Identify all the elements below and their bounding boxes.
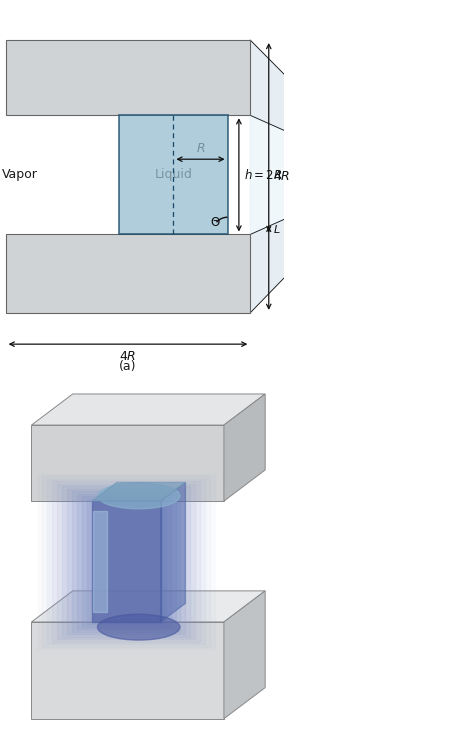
Text: $h = 2R$: $h = 2R$ bbox=[244, 168, 283, 182]
Polygon shape bbox=[93, 511, 107, 611]
Polygon shape bbox=[87, 499, 165, 625]
Ellipse shape bbox=[98, 483, 180, 509]
Polygon shape bbox=[92, 501, 161, 622]
Text: $4R$: $4R$ bbox=[273, 170, 291, 183]
Polygon shape bbox=[250, 116, 384, 234]
Bar bbox=[6, 234, 250, 313]
Polygon shape bbox=[92, 482, 185, 501]
Polygon shape bbox=[67, 489, 185, 635]
Polygon shape bbox=[161, 482, 185, 622]
Text: $R$: $R$ bbox=[196, 141, 205, 155]
Bar bbox=[119, 116, 228, 234]
Polygon shape bbox=[31, 425, 224, 501]
Polygon shape bbox=[224, 394, 265, 501]
Text: Liquid: Liquid bbox=[155, 168, 192, 182]
Polygon shape bbox=[77, 493, 175, 629]
Text: Vapor: Vapor bbox=[1, 168, 37, 182]
Polygon shape bbox=[92, 501, 161, 622]
Polygon shape bbox=[72, 491, 181, 632]
Ellipse shape bbox=[98, 614, 180, 640]
Polygon shape bbox=[224, 591, 265, 719]
Text: Solid: Solid bbox=[34, 267, 65, 280]
Polygon shape bbox=[31, 394, 265, 425]
Text: (a): (a) bbox=[119, 360, 137, 372]
Polygon shape bbox=[62, 486, 191, 637]
Text: $4R$: $4R$ bbox=[119, 351, 137, 363]
Text: $\Theta$: $\Theta$ bbox=[210, 216, 220, 228]
Text: $L$: $L$ bbox=[273, 223, 281, 235]
Polygon shape bbox=[52, 481, 201, 642]
Polygon shape bbox=[47, 478, 205, 644]
Bar bbox=[6, 40, 250, 116]
Polygon shape bbox=[250, 40, 384, 175]
Polygon shape bbox=[31, 591, 265, 622]
Polygon shape bbox=[82, 496, 171, 627]
Polygon shape bbox=[250, 175, 384, 313]
Polygon shape bbox=[57, 484, 195, 639]
Polygon shape bbox=[31, 622, 224, 719]
